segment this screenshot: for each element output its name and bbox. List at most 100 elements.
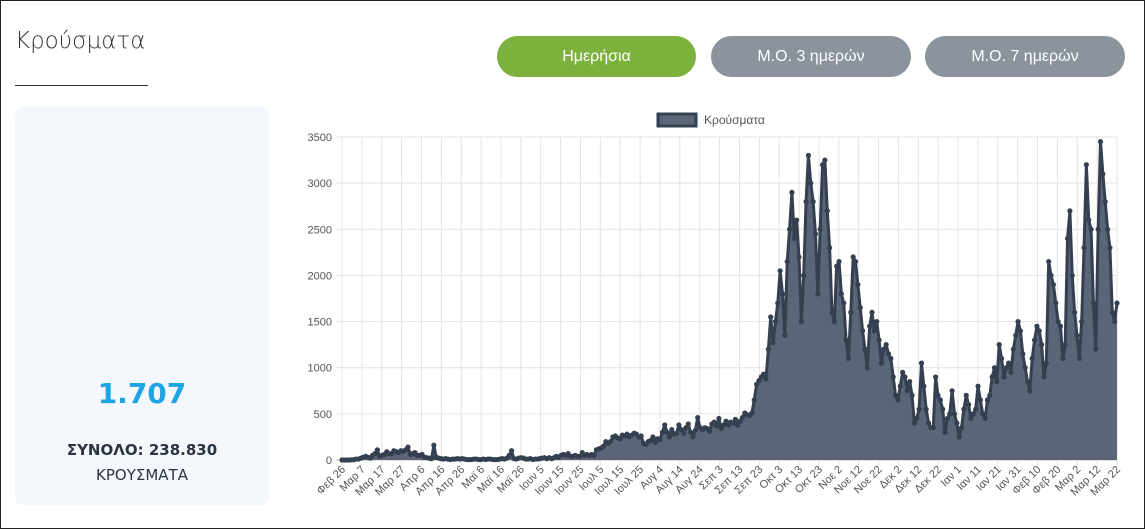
data-point[interactable] — [827, 245, 833, 251]
data-point[interactable] — [984, 397, 991, 403]
data-point[interactable] — [956, 434, 962, 440]
data-point[interactable] — [577, 453, 583, 459]
data-point[interactable] — [374, 447, 380, 453]
data-point[interactable] — [1076, 355, 1082, 362]
data-point[interactable] — [970, 411, 976, 417]
data-point[interactable] — [688, 429, 694, 435]
data-point[interactable] — [867, 323, 873, 329]
data-point[interactable] — [973, 406, 979, 412]
data-point[interactable] — [685, 421, 691, 427]
data-point[interactable] — [808, 180, 814, 186]
data-point[interactable] — [782, 332, 788, 339]
data-point[interactable] — [949, 388, 955, 394]
data-point[interactable] — [822, 157, 828, 163]
data-point[interactable] — [975, 383, 981, 389]
data-point[interactable] — [784, 258, 790, 265]
data-point[interactable] — [1100, 171, 1106, 177]
data-point[interactable] — [657, 437, 663, 443]
data-point[interactable] — [718, 426, 724, 432]
data-point[interactable] — [845, 355, 852, 362]
data-point[interactable] — [1039, 342, 1045, 348]
data-point[interactable] — [1017, 328, 1024, 334]
data-point[interactable] — [669, 426, 675, 433]
data-point[interactable] — [869, 309, 875, 315]
data-point[interactable] — [673, 430, 680, 436]
data-point[interactable] — [829, 309, 835, 315]
data-point[interactable] — [980, 411, 986, 417]
data-point[interactable] — [638, 433, 644, 439]
data-point[interactable] — [989, 374, 995, 380]
data-point[interactable] — [659, 429, 665, 435]
data-point[interactable] — [1006, 360, 1012, 366]
data-point[interactable] — [1074, 332, 1080, 339]
data-point[interactable] — [791, 235, 797, 242]
data-point[interactable] — [1104, 226, 1111, 232]
data-point[interactable] — [711, 419, 717, 425]
data-point[interactable] — [721, 422, 727, 428]
data-point[interactable] — [1062, 342, 1068, 348]
data-point[interactable] — [841, 300, 847, 306]
data-point[interactable] — [1031, 337, 1038, 343]
data-point[interactable] — [1008, 369, 1014, 375]
data-point[interactable] — [803, 199, 809, 205]
data-point[interactable] — [1069, 272, 1075, 279]
data-point[interactable] — [909, 392, 915, 398]
ma3-toggle-button[interactable]: Μ.Ο. 3 ημερών — [711, 36, 911, 77]
data-point[interactable] — [789, 189, 795, 195]
data-point[interactable] — [925, 420, 932, 426]
data-point[interactable] — [798, 318, 804, 325]
data-point[interactable] — [1010, 346, 1016, 352]
data-point[interactable] — [954, 420, 960, 426]
data-point[interactable] — [777, 268, 783, 274]
data-point[interactable] — [911, 420, 918, 426]
data-point[interactable] — [678, 426, 684, 433]
data-point[interactable] — [761, 371, 767, 377]
data-point[interactable] — [968, 415, 974, 422]
data-point[interactable] — [902, 374, 908, 380]
data-point[interactable] — [650, 434, 656, 440]
data-point[interactable] — [647, 438, 654, 444]
data-point[interactable] — [1060, 355, 1066, 362]
data-point[interactable] — [874, 318, 880, 325]
data-point[interactable] — [876, 337, 882, 343]
data-point[interactable] — [1067, 208, 1073, 214]
data-point[interactable] — [662, 422, 668, 428]
data-point[interactable] — [942, 429, 948, 435]
data-point[interactable] — [753, 381, 760, 387]
data-point[interactable] — [897, 383, 903, 389]
data-point[interactable] — [961, 406, 967, 412]
data-point[interactable] — [977, 397, 983, 403]
data-point[interactable] — [987, 392, 993, 398]
data-point[interactable] — [831, 318, 837, 325]
data-point[interactable] — [883, 342, 889, 348]
data-point[interactable] — [871, 328, 877, 334]
data-point[interactable] — [824, 208, 830, 214]
data-point[interactable] — [1029, 355, 1035, 362]
data-point[interactable] — [1013, 332, 1019, 339]
data-point[interactable] — [768, 314, 774, 320]
data-point[interactable] — [1086, 217, 1092, 223]
data-point[interactable] — [1107, 245, 1113, 251]
data-point[interactable] — [940, 406, 946, 412]
data-point[interactable] — [591, 452, 597, 458]
data-point[interactable] — [1055, 318, 1061, 325]
data-point[interactable] — [770, 340, 776, 346]
data-point[interactable] — [819, 162, 826, 168]
data-point[interactable] — [958, 425, 965, 431]
data-point[interactable] — [1022, 365, 1028, 371]
data-point[interactable] — [881, 346, 887, 352]
data-point[interactable] — [1090, 300, 1097, 306]
data-point[interactable] — [779, 291, 786, 297]
data-point[interactable] — [991, 365, 998, 371]
data-point[interactable] — [713, 423, 720, 429]
data-point[interactable] — [1064, 235, 1071, 242]
data-point[interactable] — [834, 263, 840, 269]
data-point[interactable] — [900, 369, 906, 375]
data-point[interactable] — [428, 456, 435, 462]
data-point[interactable] — [796, 254, 802, 260]
data-point[interactable] — [730, 420, 736, 426]
data-point[interactable] — [509, 448, 515, 454]
data-point[interactable] — [1034, 323, 1040, 329]
data-point[interactable] — [1112, 318, 1118, 325]
data-point[interactable] — [895, 397, 901, 403]
